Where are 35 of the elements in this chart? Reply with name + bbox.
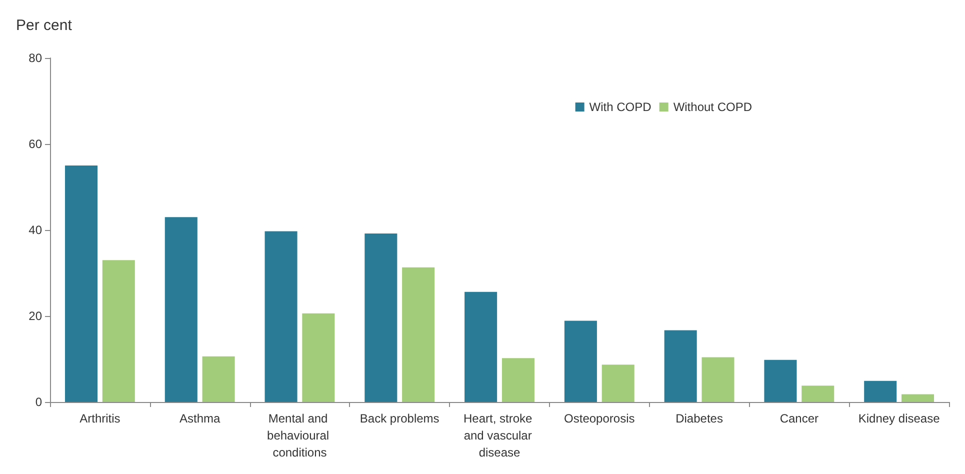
bar	[402, 267, 435, 402]
legend-label: Without COPD	[673, 100, 752, 114]
bar	[364, 233, 398, 402]
y-axis-title: Per cent	[16, 17, 73, 34]
x-tick-label: Back problems	[360, 412, 440, 426]
bar	[864, 380, 897, 402]
bar	[802, 386, 834, 402]
y-tick-label: 60	[28, 137, 42, 151]
y-tick-label: 40	[28, 223, 42, 237]
x-tick-label: Cancer	[780, 412, 819, 426]
bar	[502, 358, 534, 402]
bar	[102, 260, 135, 402]
bar	[764, 360, 797, 402]
legend-label: With COPD	[589, 100, 652, 114]
bar	[664, 330, 697, 402]
x-tick-label: Arthritis	[80, 412, 120, 426]
bar	[602, 364, 634, 402]
x-tick-label: Kidney disease	[858, 412, 940, 426]
x-tick-label: Mental and behavioural conditions	[267, 412, 332, 460]
bar	[564, 320, 597, 402]
bar	[264, 231, 298, 402]
bar	[901, 394, 934, 402]
y-tick-label: 80	[28, 51, 42, 65]
bar	[64, 166, 98, 402]
x-tick-label: Diabetes	[676, 412, 723, 426]
y-tick-label: 20	[28, 309, 42, 323]
bar	[164, 217, 198, 402]
x-tick-label: Asthma	[179, 412, 220, 426]
x-tick-label: Osteoporosis	[564, 412, 635, 426]
bar	[302, 313, 335, 402]
bar	[702, 357, 734, 402]
y-tick-label: 0	[35, 395, 42, 409]
x-tick-label: Heart, stroke and vascular disease	[463, 412, 536, 460]
bar	[202, 356, 235, 402]
bar	[464, 292, 498, 402]
